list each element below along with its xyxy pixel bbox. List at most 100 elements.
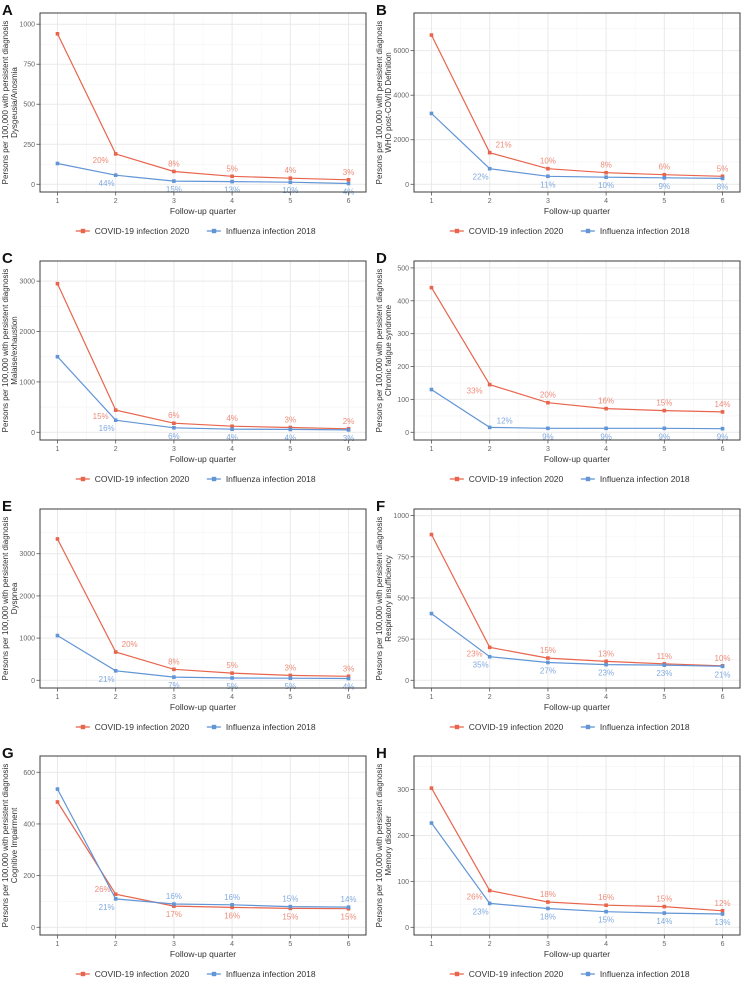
series-line-covid <box>56 33 349 181</box>
influenza-pct-label: 14% <box>656 917 672 926</box>
y-tick-label: 1000 <box>19 22 35 29</box>
covid-point <box>487 889 491 893</box>
x-tick-label: 1 <box>56 941 60 948</box>
influenza-point <box>545 426 550 430</box>
legend-item-influenza: Influenza infection 2018 <box>580 226 689 236</box>
series-line-covid <box>430 788 723 912</box>
influenza-point <box>720 663 724 668</box>
influenza-legend-marker-icon <box>585 972 590 977</box>
influenza-point <box>172 425 176 430</box>
y-axis-title-line2: Respiratory insufficiency <box>384 555 393 642</box>
covid-point <box>230 670 234 675</box>
y-tick-label: 2000 <box>393 137 409 144</box>
y-tick-label: 500 <box>397 595 409 602</box>
y-axis-title-line2: Cognitive Impairment <box>10 807 19 883</box>
influenza-point <box>720 912 724 917</box>
plot-border <box>413 260 740 441</box>
influenza-point <box>113 418 118 422</box>
legend-item-influenza: Influenza infection 2018 <box>206 474 316 484</box>
y-tick-label: 0 <box>31 430 35 437</box>
covid-point <box>172 904 176 909</box>
legend-item-covid: COVID-19 infection 2020 <box>449 722 563 732</box>
influenza-pct-label: 35% <box>472 660 488 669</box>
covid-point <box>288 176 293 181</box>
covid-point <box>113 892 118 897</box>
x-tick-label: 3 <box>545 941 549 948</box>
influenza-pct-label: 21% <box>99 674 115 683</box>
influenza-pct-label: 6% <box>168 432 180 441</box>
influenza-pct-label: 16% <box>166 892 182 901</box>
influenza-point <box>230 675 234 680</box>
covid-point <box>172 169 176 174</box>
x-tick-label: 1 <box>429 694 433 701</box>
legend-label: COVID-19 infection 2020 <box>468 722 563 732</box>
y-tick-label: 3000 <box>19 551 35 558</box>
y-tick-label: 750 <box>23 62 35 69</box>
covid-pct-label: 3% <box>285 663 297 672</box>
covid-pct-label: 12% <box>714 899 730 908</box>
y-axis-title-line1: Persons per 100,000 with persistent diag… <box>1 516 10 680</box>
gridlines <box>413 260 740 440</box>
panel-g: G 26% 21% 17% 16% 16% 16% 15% 15% 15% 14% 0 200 400 60… <box>0 743 373 990</box>
legend-label: Influenza infection 2018 <box>226 722 316 732</box>
x-tick-label: 3 <box>172 941 176 948</box>
covid-point <box>662 172 666 177</box>
covid-point <box>172 421 176 425</box>
covid-point <box>487 382 491 387</box>
covid-point <box>603 903 608 908</box>
covid-pct-label: 20% <box>93 156 109 165</box>
legend-label: COVID-19 infection 2020 <box>95 474 190 484</box>
legend-label: COVID-19 infection 2020 <box>468 226 563 236</box>
legend-item-influenza: Influenza infection 2018 <box>580 474 689 484</box>
plot-border <box>39 755 367 936</box>
covid-pct-label: 21% <box>495 141 511 150</box>
panel-a-chart: A20%44%8%15%5%13%4%10%3%4%02505007501000… <box>1 2 367 236</box>
covid-pct-label: 15% <box>656 398 672 407</box>
x-tick-label: 6 <box>720 198 724 205</box>
influenza-point <box>346 676 351 680</box>
influenza-pct-label: 9% <box>542 432 554 441</box>
y-axis-title-line1: Persons per 100,000 with persistent diag… <box>375 516 384 680</box>
y-tick-label: 0 <box>405 925 409 932</box>
series-line-influenza <box>430 113 723 179</box>
influenza-point <box>172 179 176 183</box>
covid-point <box>429 786 433 791</box>
y-tick-label: 100 <box>397 879 409 886</box>
influenza-point <box>172 902 176 907</box>
influenza-pct-label: 4% <box>226 433 238 442</box>
y-tick-label: 100 <box>397 397 409 404</box>
legend-label: Influenza infection 2018 <box>226 474 316 484</box>
covid-point <box>55 281 60 286</box>
legend-item-influenza: Influenza infection 2018 <box>206 722 316 732</box>
influenza-pct-label: 44% <box>99 179 115 188</box>
influenza-pct-label: 23% <box>656 669 672 678</box>
covid-point <box>720 909 724 913</box>
x-axis-title: Follow-up quarter <box>543 702 609 712</box>
influenza-pct-label: 8% <box>716 182 728 191</box>
covid-pct-label: 11% <box>656 651 671 660</box>
x-tick-label: 5 <box>288 198 292 205</box>
x-tick-label: 6 <box>720 941 724 948</box>
covid-point <box>55 32 60 36</box>
influenza-pct-label: 11% <box>540 180 555 189</box>
legend-item-covid: COVID-19 infection 2020 <box>75 722 190 732</box>
covid-legend-marker-icon <box>454 228 459 234</box>
x-tick-label: 4 <box>604 198 608 205</box>
covid-legend-marker-icon <box>80 476 86 481</box>
influenza-pct-label: 14% <box>341 895 357 904</box>
covid-pct-label: 8% <box>168 657 180 666</box>
y-tick-label: 400 <box>397 298 409 305</box>
x-tick-label: 3 <box>545 694 549 701</box>
legend: COVID-19 infection 2020 Influenza infecti… <box>75 474 316 484</box>
series-line-influenza <box>56 789 349 908</box>
influenza-point <box>720 176 724 181</box>
y-tick-label: 1000 <box>393 513 409 520</box>
influenza-legend-marker-icon <box>211 724 217 729</box>
covid-pct-label: 20% <box>122 640 138 649</box>
y-axis-title-line2: Chronic fatigue syndrome <box>384 304 393 396</box>
covid-point <box>346 178 351 182</box>
covid-pct-label: 6% <box>658 163 670 172</box>
x-tick-label: 2 <box>114 694 118 701</box>
x-tick-label: 1 <box>429 198 433 205</box>
